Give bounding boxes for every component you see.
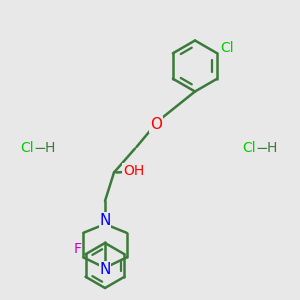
Text: Cl: Cl <box>220 40 234 55</box>
Text: Cl: Cl <box>20 142 34 155</box>
Text: H: H <box>44 142 55 155</box>
Text: O: O <box>150 117 162 132</box>
Text: H: H <box>266 142 277 155</box>
Text: −: − <box>33 141 46 156</box>
Text: N: N <box>99 262 111 277</box>
Text: −: − <box>255 141 268 156</box>
Text: N: N <box>99 213 111 228</box>
Text: F: F <box>73 242 81 256</box>
Text: OH: OH <box>123 164 144 178</box>
Text: Cl: Cl <box>242 142 256 155</box>
